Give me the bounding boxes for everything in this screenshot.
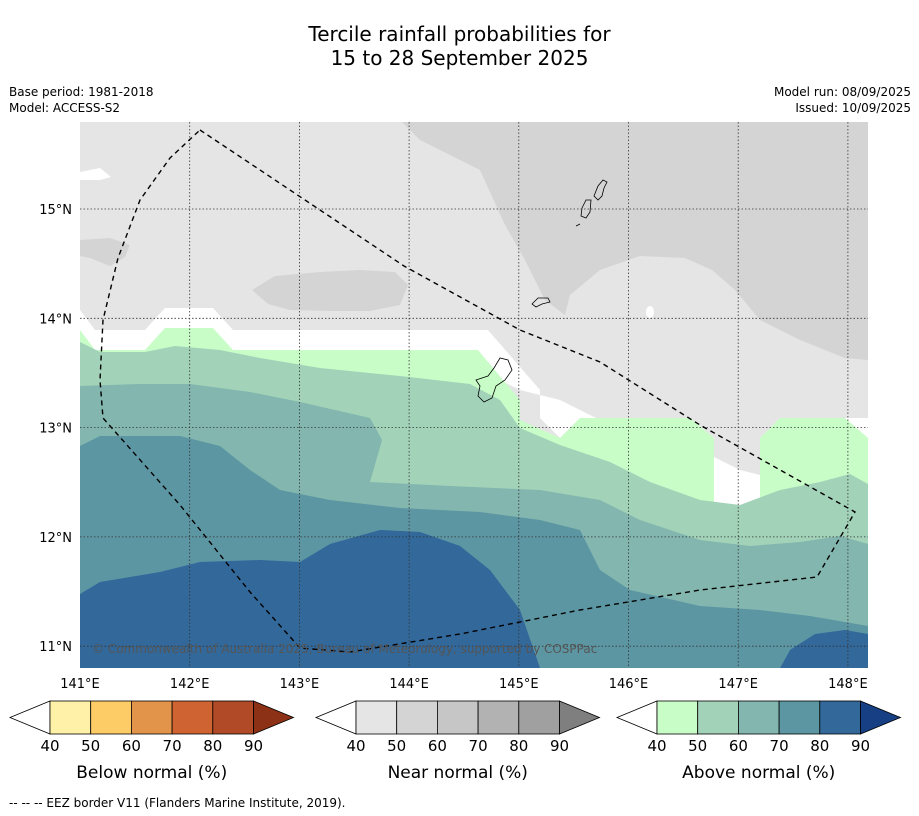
lon-tick-label: 142°E [170, 677, 210, 692]
below-colorbar: 40 50 60 70 80 90 Below normal (%) [8, 700, 295, 783]
lat-tick-label: 14°N [39, 312, 72, 327]
colorbar-swatch [396, 700, 438, 735]
colorbar-extend-low [314, 700, 357, 735]
colorbar-tick-label: 80 [203, 737, 222, 755]
above-80-region [80, 530, 540, 668]
island-aguijan [575, 223, 581, 227]
lon-tick-label: 146°E [609, 677, 649, 692]
island-saipan [593, 179, 608, 201]
colorbar-swatch [656, 700, 699, 735]
colorbar-tick-label: 60 [729, 737, 748, 755]
colorbar-swatch [171, 700, 214, 735]
colorbar-extend-high [860, 700, 902, 735]
graticule [80, 122, 868, 668]
above-80-patch-east [780, 630, 868, 668]
colorbar-tick-label: 50 [688, 737, 707, 755]
colorbar-tick-label: 90 [550, 737, 569, 755]
colorbar-tick-label: 70 [770, 737, 789, 755]
colorbar-tick-label: 80 [509, 737, 528, 755]
title-line-2: 15 to 28 September 2025 [330, 46, 589, 70]
lon-tick-label: 141°E [60, 677, 100, 692]
colorbar-tick-label: 70 [163, 737, 182, 755]
colorbar-swatch [355, 700, 398, 735]
latitude-labels: 15°N 14°N 13°N 12°N 11°N [39, 203, 72, 655]
colorbar-tick-label: 40 [647, 737, 666, 755]
lat-tick-label: 11°N [39, 640, 72, 655]
meta-left: Base period: 1981-2018 Model: ACCESS-S2 [9, 84, 154, 116]
island-rota [531, 297, 551, 308]
island-guam [475, 357, 513, 403]
colorbar-swatch [697, 700, 739, 735]
longitude-labels: 141°E 142°E 143°E 144°E 145°E 146°E 147°E 148°E [60, 677, 867, 692]
no-dominant-dot [646, 306, 654, 318]
lon-tick-label: 144°E [389, 677, 429, 692]
island-tinian [580, 199, 592, 219]
colorbar-swatch [778, 700, 821, 735]
meta-right: Model run: 08/09/2025 Issued: 10/09/2025 [774, 84, 911, 116]
colorbar-tick-label: 40 [346, 737, 365, 755]
probability-field [80, 122, 868, 668]
eez-border [99, 129, 856, 653]
near-50-patch-west [252, 270, 408, 311]
colorbar-caption: Above normal (%) [682, 763, 835, 783]
model-name: Model: ACCESS-S2 [9, 101, 121, 115]
colorbar-tick-label: 70 [469, 737, 488, 755]
colorbar-legends: 40 50 60 70 80 90 Below normal (%) 40 50 60 70 80 90… [8, 700, 902, 783]
near-colorbar: 40 50 60 70 80 90 Near normal (%) [314, 700, 601, 783]
colorbar-tick-label: 40 [40, 737, 59, 755]
above-colorbar: 40 50 60 70 80 90 Above normal (%) [615, 700, 902, 783]
colorbar-caption: Below normal (%) [76, 763, 227, 783]
colorbar-tick-label: 90 [244, 737, 263, 755]
above-70-patch-east [712, 650, 790, 668]
colorbar-swatch [90, 700, 132, 735]
eez-footnote: -- -- -- EEZ border V11 (Flanders Marine… [9, 796, 346, 810]
colorbar-extend-high [253, 700, 295, 735]
colorbar-swatch [738, 700, 780, 735]
no-dominant-blip [80, 168, 111, 180]
colorbar-swatch [518, 700, 560, 735]
colorbar-caption: Near normal (%) [388, 763, 528, 783]
model-run: Model run: 08/09/2025 [773, 85, 911, 99]
colorbar-extend-low [8, 700, 51, 735]
colorbar-extend-low [615, 700, 658, 735]
colorbar-swatch [436, 700, 479, 735]
colorbar-tick-label: 60 [122, 737, 141, 755]
colorbar-tick-label: 50 [387, 737, 406, 755]
lon-tick-label: 147°E [718, 677, 758, 692]
copyright-note: © Commonwealth of Australia 2025, Bureau… [92, 642, 597, 656]
colorbar-swatch [49, 700, 92, 735]
colorbar-swatch [477, 700, 520, 735]
lon-tick-label: 148°E [828, 677, 868, 692]
lat-tick-label: 12°N [39, 531, 72, 546]
colorbar-swatch [130, 700, 173, 735]
colorbar-tick-label: 60 [428, 737, 447, 755]
lon-tick-label: 143°E [280, 677, 320, 692]
colorbar-tick-label: 90 [851, 737, 870, 755]
lat-tick-label: 13°N [39, 422, 72, 437]
colorbar-tick-label: 50 [81, 737, 100, 755]
lon-tick-label: 145°E [499, 677, 539, 692]
map-title: Tercile rainfall probabilities for 15 to… [0, 22, 919, 70]
issued-date: Issued: 10/09/2025 [795, 101, 911, 115]
title-line-1: Tercile rainfall probabilities for [308, 22, 611, 46]
colorbar-tick-label: 80 [810, 737, 829, 755]
colorbar-extend-high [559, 700, 601, 735]
base-period: Base period: 1981-2018 [9, 85, 154, 99]
colorbar-swatch [212, 700, 254, 735]
colorbar-swatch [819, 700, 861, 735]
lat-tick-label: 15°N [39, 203, 72, 218]
